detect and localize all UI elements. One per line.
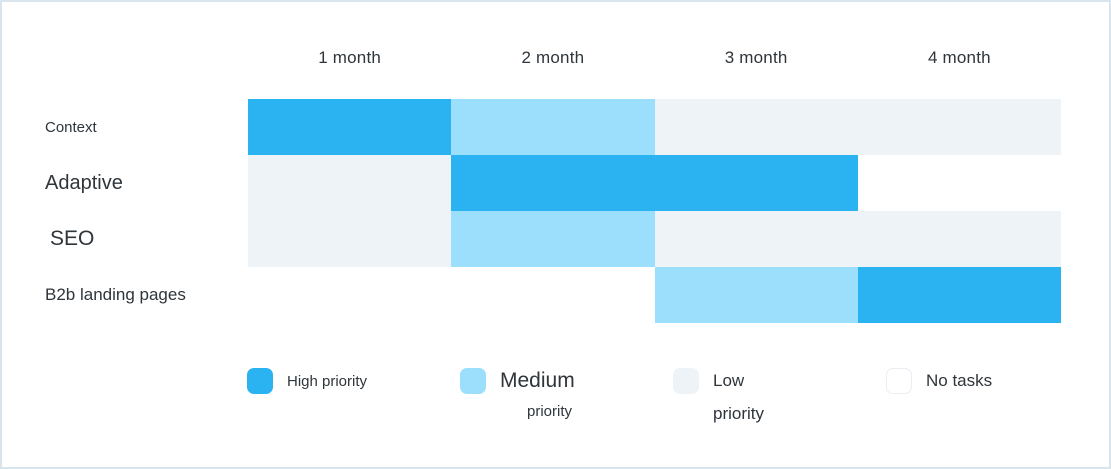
legend-text: Low: [713, 371, 745, 390]
grid-cell-context-month-3: [654, 99, 858, 155]
legend-item-none: No tasks: [886, 368, 1099, 424]
grid-cell-seo-month-4: [857, 211, 1061, 267]
column-headers: 1 month 2 month 3 month 4 month: [248, 48, 1061, 68]
legend-item-high: High priority: [247, 368, 460, 424]
row-label-seo: SEO: [50, 227, 95, 250]
row-labels: Context Adaptive SEO B2b landing pages: [2, 99, 248, 323]
legend-label-none: No tasks: [926, 368, 992, 391]
grid-cell-context-month-1: [248, 99, 452, 155]
grid-cell-adaptive-month-2: [451, 155, 655, 211]
legend-swatch-low-icon: [673, 368, 699, 394]
row-label-context: Context: [45, 118, 97, 136]
legend-label-high: High priority: [287, 368, 367, 390]
legend-item-medium: Medium priority: [460, 368, 673, 424]
grid-cell-adaptive-month-1: [248, 155, 452, 211]
column-header-3: 3 month: [724, 48, 788, 67]
legend-label-medium: Medium priority: [500, 368, 575, 420]
grid-cell-b2b-landing-pages-month-1: [248, 267, 452, 323]
legend-text: No tasks: [926, 371, 993, 390]
grid-cell-seo-month-2: [451, 211, 655, 267]
legend-item-low: Low priority: [673, 368, 886, 424]
legend-text: Medium: [500, 369, 575, 392]
column-header-1: 1 month: [318, 48, 382, 67]
row-label-b2b-landing-pages: B2b landing pages: [45, 285, 186, 304]
grid-cell-b2b-landing-pages-month-4: [857, 267, 1061, 323]
grid-cell-adaptive-month-3: [654, 155, 858, 211]
grid-cell-seo-month-1: [248, 211, 452, 267]
grid-cell-b2b-landing-pages-month-2: [451, 267, 655, 323]
grid-cell-context-month-2: [451, 99, 655, 155]
legend-label-low: Low priority: [713, 368, 764, 424]
grid-cell-b2b-landing-pages-month-3: [654, 267, 858, 323]
column-header-4: 4 month: [927, 48, 991, 67]
legend-text: High priority: [287, 373, 368, 390]
legend: High priority Medium priority Low priority No…: [247, 368, 1099, 424]
row-label-adaptive: Adaptive: [45, 171, 123, 194]
grid-cell-adaptive-month-4: [857, 155, 1061, 211]
column-header-2: 2 month: [521, 48, 585, 67]
legend-text: priority: [527, 403, 573, 420]
legend-text: priority: [713, 404, 765, 423]
legend-swatch-none-icon: [886, 368, 912, 394]
legend-swatch-high-icon: [247, 368, 273, 394]
grid-cell-context-month-4: [857, 99, 1061, 155]
grid: [248, 99, 1061, 323]
legend-swatch-medium-icon: [460, 368, 486, 394]
grid-cell-seo-month-3: [654, 211, 858, 267]
